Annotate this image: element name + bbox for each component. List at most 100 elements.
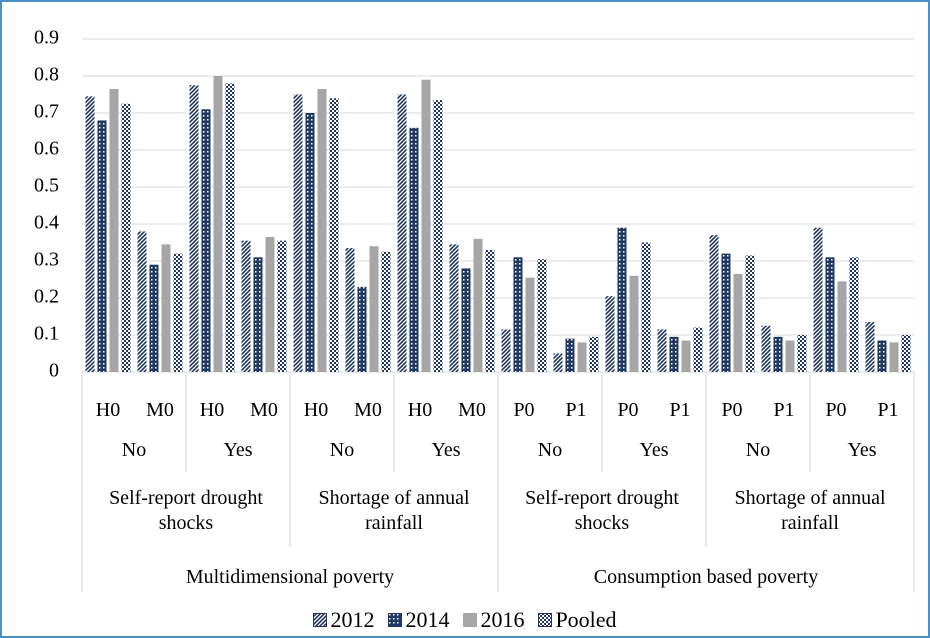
group-label: No xyxy=(745,439,771,461)
x-tick-label: P0 xyxy=(513,399,535,421)
bar xyxy=(577,342,587,372)
legend-label: 2016 xyxy=(480,607,525,632)
legend-item: 2014 xyxy=(388,607,449,633)
bar xyxy=(721,253,731,372)
bar xyxy=(877,340,887,372)
y-tick-label: 0.4 xyxy=(34,212,59,234)
group-label: No xyxy=(121,439,147,461)
bar xyxy=(761,325,771,372)
bar xyxy=(433,100,443,373)
bar xyxy=(629,275,639,372)
group-label: Self-report drought shocks xyxy=(109,487,263,534)
bar xyxy=(693,327,703,372)
bar xyxy=(901,335,911,372)
y-tick-label: 0.6 xyxy=(34,138,59,160)
bar xyxy=(329,98,339,372)
group-label: Shortage of annual rainfall xyxy=(318,487,470,534)
bar xyxy=(617,227,627,372)
bar xyxy=(709,235,719,372)
bar xyxy=(409,127,419,372)
x-tick-label: M0 xyxy=(354,399,382,421)
group-label: Shortage of annual rainfall xyxy=(734,487,886,534)
bar xyxy=(605,296,615,372)
bar xyxy=(889,342,899,372)
group-label: Multidimensional poverty xyxy=(185,566,395,588)
group-label: Consumption based poverty xyxy=(593,566,819,588)
bar xyxy=(109,88,119,372)
x-tick-label: M0 xyxy=(250,399,278,421)
bar xyxy=(381,251,391,372)
y-tick-label: 0 xyxy=(49,360,59,382)
bar xyxy=(253,257,263,372)
group-label: No xyxy=(537,439,563,461)
bar xyxy=(213,76,223,372)
bar xyxy=(305,113,315,372)
group-label: Yes xyxy=(847,439,877,461)
y-tick-label: 0.7 xyxy=(34,101,59,123)
x-tick-label: H0 xyxy=(95,399,121,421)
bar xyxy=(357,286,367,372)
bar xyxy=(641,242,651,372)
y-tick-label: 0.1 xyxy=(34,323,59,345)
bar xyxy=(265,236,275,372)
bar xyxy=(849,257,859,372)
bar xyxy=(513,257,523,372)
x-tick-label: M0 xyxy=(146,399,174,421)
bar xyxy=(369,246,379,372)
bar xyxy=(485,249,495,372)
group-label: No xyxy=(329,439,355,461)
bar xyxy=(317,88,327,372)
bar xyxy=(161,244,171,372)
bar xyxy=(421,79,431,372)
bar xyxy=(553,353,563,372)
x-tick-label: H0 xyxy=(199,399,225,421)
x-tick-label: P1 xyxy=(669,399,691,421)
legend-item: Pooled xyxy=(538,607,617,633)
bar xyxy=(813,227,823,372)
bar xyxy=(241,240,251,372)
y-tick-label: 0.3 xyxy=(34,249,59,271)
bar xyxy=(293,94,303,372)
legend-swatch xyxy=(463,613,478,627)
bar xyxy=(669,336,679,372)
bar xyxy=(733,273,743,372)
bar xyxy=(565,338,575,372)
group-label: Yes xyxy=(223,439,253,461)
bar xyxy=(657,329,667,372)
group-label: Self-report drought shocks xyxy=(525,487,679,534)
bar xyxy=(449,244,459,372)
bar xyxy=(121,103,131,372)
x-tick-label: P0 xyxy=(825,399,847,421)
bar xyxy=(189,85,199,372)
x-tick-label: P0 xyxy=(721,399,743,421)
x-tick-label: P1 xyxy=(877,399,899,421)
x-tick-label: H0 xyxy=(303,399,329,421)
y-tick-label: 0.2 xyxy=(34,286,59,308)
bar xyxy=(85,96,95,372)
bar xyxy=(773,336,783,372)
legend-item: 2012 xyxy=(313,607,374,633)
bar xyxy=(397,94,407,372)
bar xyxy=(797,335,807,372)
bar xyxy=(785,340,795,372)
bar xyxy=(473,238,483,372)
bar xyxy=(825,257,835,372)
legend-swatch xyxy=(538,613,553,627)
legend: 2012 2014 2016 Pooled xyxy=(2,607,928,633)
y-tick-label: 0.5 xyxy=(34,175,59,197)
x-tick-label: P0 xyxy=(617,399,639,421)
bar xyxy=(149,264,159,372)
bar xyxy=(525,277,535,372)
group-label: Yes xyxy=(431,439,461,461)
bar xyxy=(277,240,287,372)
legend-label: 2014 xyxy=(405,607,450,632)
bar xyxy=(681,340,691,372)
group-label: Yes xyxy=(639,439,669,461)
bar xyxy=(461,268,471,372)
y-tick-label: 0.8 xyxy=(34,64,59,86)
y-tick-label: 0.9 xyxy=(34,27,59,49)
bar xyxy=(501,329,511,372)
bar xyxy=(345,248,355,372)
x-tick-label: M0 xyxy=(458,399,486,421)
